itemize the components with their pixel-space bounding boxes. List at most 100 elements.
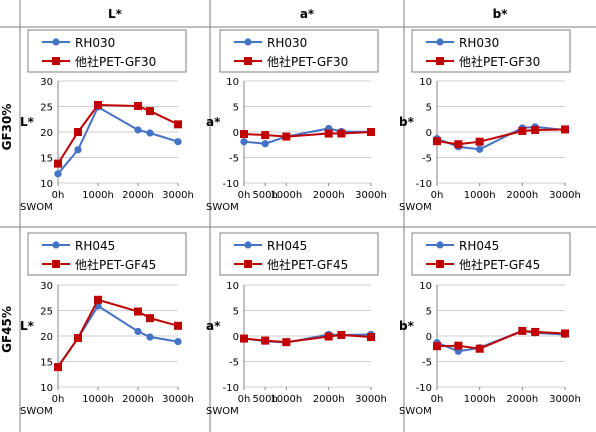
data-point (134, 327, 142, 336)
x-tick-label: 0h (52, 190, 65, 201)
y-tick-label: -10 (223, 179, 239, 190)
data-point (54, 159, 62, 168)
chart-panel: -10 -5 0 5 10 0h 1000h 2000h 3000h SWOM b* (399, 281, 581, 417)
data-point (134, 307, 142, 316)
series-line (57, 105, 179, 175)
y-tick-label: 0 (233, 128, 239, 139)
y-tick-label: 5 (426, 307, 432, 318)
data-point (454, 341, 463, 350)
data-point (282, 338, 291, 347)
series-line (57, 103, 179, 165)
legend-marker (52, 241, 60, 249)
x-tick-label: 1000h (464, 190, 496, 201)
legend-label: 他社PET-GF30 (75, 54, 156, 69)
x-tick-label: 1000h (270, 190, 302, 201)
chart-panel: 10 15 20 25 30 0h 1000h 2000h 3000h SWOM L* (20, 77, 194, 213)
x-tick-label: 3000h (355, 394, 387, 405)
y-tick-label: 25 (40, 103, 53, 114)
x-tick-label: 500h (252, 394, 277, 405)
series-line (57, 298, 179, 368)
data-point (174, 321, 182, 330)
data-point (561, 125, 569, 134)
y-tick-label: 10 (40, 179, 53, 190)
data-point (433, 342, 441, 351)
x-tick-label: 0h (431, 394, 444, 405)
y-tick-label: 15 (40, 358, 53, 369)
legend-marker (436, 38, 444, 46)
legend-marker (244, 260, 252, 268)
data-point (337, 330, 346, 339)
x-unit-label: SWOM (399, 202, 432, 213)
y-tick-label: -5 (229, 358, 239, 369)
data-point (174, 138, 182, 146)
data-point (54, 170, 62, 178)
y-tick-label: 10 (226, 281, 239, 292)
x-unit-label: SWOM (20, 202, 53, 213)
legend-label: RH045 (267, 239, 307, 253)
x-unit-label: SWOM (206, 202, 239, 213)
data-point (518, 326, 527, 335)
legend-marker (436, 57, 444, 65)
y-tick-label: 10 (226, 77, 239, 88)
y-tick-label: 30 (40, 77, 53, 88)
y-tick-label: 5 (426, 103, 432, 114)
row-header: GF30% (0, 104, 14, 151)
y-axis-label: a* (206, 115, 221, 129)
data-point (94, 100, 102, 109)
x-tick-label: 3000h (162, 190, 194, 201)
y-tick-label: 0 (426, 128, 432, 139)
column-header: L* (108, 7, 123, 21)
x-tick-label: 0h (52, 394, 65, 405)
y-tick-label: 10 (419, 281, 432, 292)
legend-marker (436, 241, 444, 249)
data-point (94, 295, 102, 304)
data-point (146, 107, 154, 116)
data-point (261, 131, 270, 140)
data-point (337, 129, 346, 138)
data-point (324, 129, 333, 138)
x-tick-label: 3000h (549, 190, 581, 201)
legend-label: 他社PET-GF30 (267, 54, 348, 69)
data-point (74, 146, 82, 154)
y-tick-label: 15 (40, 154, 53, 165)
data-point (74, 128, 82, 136)
legend-marker (244, 57, 252, 65)
data-point (74, 334, 82, 343)
legend-label: 他社PET-GF30 (459, 54, 540, 69)
legend-box (27, 29, 187, 73)
data-point (475, 344, 484, 353)
y-tick-label: 5 (233, 307, 239, 318)
y-tick-label: 25 (40, 307, 53, 318)
x-tick-label: 2000h (122, 394, 154, 405)
data-point (367, 128, 375, 136)
chart-panel: 10 15 20 25 30 0h 1000h 2000h 3000h SWOM L* (20, 281, 194, 417)
x-tick-label: 1000h (464, 394, 496, 405)
legend-marker (244, 241, 252, 249)
y-tick-label: -5 (422, 358, 432, 369)
y-tick-label: 5 (233, 103, 239, 114)
data-point (518, 126, 527, 135)
x-tick-label: 1000h (82, 190, 114, 201)
x-unit-label: SWOM (399, 406, 432, 417)
legend: RH045 他社PET-GF45 (219, 232, 379, 276)
data-point (240, 334, 248, 343)
y-tick-label: -10 (416, 179, 432, 190)
legend-label: RH030 (459, 36, 499, 50)
legend: RH030 他社PET-GF30 (219, 29, 379, 73)
y-tick-label: 20 (40, 332, 53, 343)
data-point (282, 132, 291, 141)
x-tick-label: 0h (431, 190, 444, 201)
legend-label: RH045 (75, 239, 115, 253)
data-point (174, 338, 182, 346)
legend-label: 他社PET-GF45 (459, 257, 540, 272)
legend-marker (436, 260, 444, 268)
x-tick-label: 3000h (355, 190, 387, 201)
data-point (261, 336, 270, 345)
x-tick-label: 2000h (122, 190, 154, 201)
y-tick-label: 0 (426, 332, 432, 343)
data-point (476, 145, 484, 153)
